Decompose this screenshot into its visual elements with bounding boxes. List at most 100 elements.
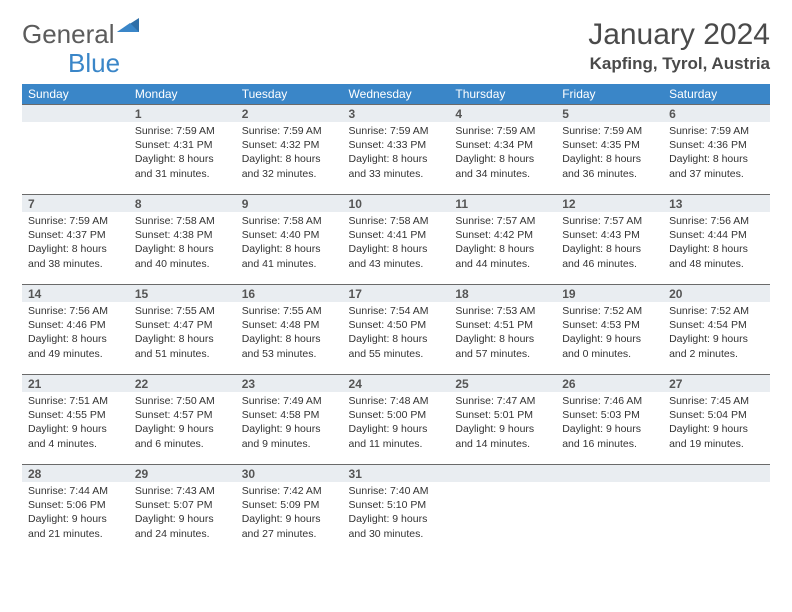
calendar-week-row: 7Sunrise: 7:59 AMSunset: 4:37 PMDaylight… (22, 195, 770, 285)
day-number: 13 (663, 195, 770, 212)
day-number: 17 (343, 285, 450, 302)
day-number: 29 (129, 465, 236, 482)
day-number: 3 (343, 105, 450, 122)
day-details: Sunrise: 7:50 AMSunset: 4:57 PMDaylight:… (129, 392, 236, 455)
day-number: 7 (22, 195, 129, 212)
calendar-day-cell: 13Sunrise: 7:56 AMSunset: 4:44 PMDayligh… (663, 195, 770, 285)
day-number: 31 (343, 465, 450, 482)
calendar-day-cell: 1Sunrise: 7:59 AMSunset: 4:31 PMDaylight… (129, 105, 236, 195)
day-details: Sunrise: 7:58 AMSunset: 4:40 PMDaylight:… (236, 212, 343, 275)
calendar-day-cell: 9Sunrise: 7:58 AMSunset: 4:40 PMDaylight… (236, 195, 343, 285)
day-details: Sunrise: 7:40 AMSunset: 5:10 PMDaylight:… (343, 482, 450, 545)
day-details: Sunrise: 7:59 AMSunset: 4:32 PMDaylight:… (236, 122, 343, 185)
day-number (663, 465, 770, 482)
day-details: Sunrise: 7:57 AMSunset: 4:43 PMDaylight:… (556, 212, 663, 275)
weekday-header-cell: Tuesday (236, 84, 343, 105)
day-details: Sunrise: 7:52 AMSunset: 4:54 PMDaylight:… (663, 302, 770, 365)
day-details (663, 482, 770, 488)
logo-word2: Blue (68, 48, 120, 79)
day-details: Sunrise: 7:43 AMSunset: 5:07 PMDaylight:… (129, 482, 236, 545)
calendar-day-cell: 31Sunrise: 7:40 AMSunset: 5:10 PMDayligh… (343, 465, 450, 555)
calendar-day-cell: 22Sunrise: 7:50 AMSunset: 4:57 PMDayligh… (129, 375, 236, 465)
logo-word1: General (22, 19, 115, 50)
calendar-day-cell: 28Sunrise: 7:44 AMSunset: 5:06 PMDayligh… (22, 465, 129, 555)
day-number: 5 (556, 105, 663, 122)
weekday-header-cell: Sunday (22, 84, 129, 105)
calendar-day-cell: 29Sunrise: 7:43 AMSunset: 5:07 PMDayligh… (129, 465, 236, 555)
calendar-day-cell: 26Sunrise: 7:46 AMSunset: 5:03 PMDayligh… (556, 375, 663, 465)
day-details: Sunrise: 7:56 AMSunset: 4:46 PMDaylight:… (22, 302, 129, 365)
calendar-day-cell: 6Sunrise: 7:59 AMSunset: 4:36 PMDaylight… (663, 105, 770, 195)
day-details: Sunrise: 7:51 AMSunset: 4:55 PMDaylight:… (22, 392, 129, 455)
weekday-header-cell: Saturday (663, 84, 770, 105)
calendar-day-cell: 5Sunrise: 7:59 AMSunset: 4:35 PMDaylight… (556, 105, 663, 195)
day-details: Sunrise: 7:42 AMSunset: 5:09 PMDaylight:… (236, 482, 343, 545)
calendar-empty-cell (22, 105, 129, 195)
day-number: 4 (449, 105, 556, 122)
day-details: Sunrise: 7:44 AMSunset: 5:06 PMDaylight:… (22, 482, 129, 545)
day-number: 28 (22, 465, 129, 482)
calendar-day-cell: 19Sunrise: 7:52 AMSunset: 4:53 PMDayligh… (556, 285, 663, 375)
day-number (556, 465, 663, 482)
calendar-day-cell: 30Sunrise: 7:42 AMSunset: 5:09 PMDayligh… (236, 465, 343, 555)
day-details (556, 482, 663, 488)
calendar-empty-cell (449, 465, 556, 555)
day-number: 19 (556, 285, 663, 302)
day-details: Sunrise: 7:59 AMSunset: 4:36 PMDaylight:… (663, 122, 770, 185)
day-number: 18 (449, 285, 556, 302)
day-number: 16 (236, 285, 343, 302)
day-number: 10 (343, 195, 450, 212)
day-number: 9 (236, 195, 343, 212)
calendar-empty-cell (556, 465, 663, 555)
calendar-table: SundayMondayTuesdayWednesdayThursdayFrid… (22, 84, 770, 555)
day-details: Sunrise: 7:58 AMSunset: 4:41 PMDaylight:… (343, 212, 450, 275)
calendar-day-cell: 20Sunrise: 7:52 AMSunset: 4:54 PMDayligh… (663, 285, 770, 375)
day-details: Sunrise: 7:55 AMSunset: 4:48 PMDaylight:… (236, 302, 343, 365)
calendar-day-cell: 25Sunrise: 7:47 AMSunset: 5:01 PMDayligh… (449, 375, 556, 465)
location: Kapfing, Tyrol, Austria (588, 54, 770, 74)
day-details (449, 482, 556, 488)
weekday-header-cell: Wednesday (343, 84, 450, 105)
calendar-week-row: 14Sunrise: 7:56 AMSunset: 4:46 PMDayligh… (22, 285, 770, 375)
calendar-week-row: 21Sunrise: 7:51 AMSunset: 4:55 PMDayligh… (22, 375, 770, 465)
calendar-day-cell: 2Sunrise: 7:59 AMSunset: 4:32 PMDaylight… (236, 105, 343, 195)
day-number: 15 (129, 285, 236, 302)
day-details: Sunrise: 7:59 AMSunset: 4:33 PMDaylight:… (343, 122, 450, 185)
calendar-empty-cell (663, 465, 770, 555)
calendar-day-cell: 11Sunrise: 7:57 AMSunset: 4:42 PMDayligh… (449, 195, 556, 285)
calendar-day-cell: 10Sunrise: 7:58 AMSunset: 4:41 PMDayligh… (343, 195, 450, 285)
day-number: 24 (343, 375, 450, 392)
day-details: Sunrise: 7:46 AMSunset: 5:03 PMDaylight:… (556, 392, 663, 455)
day-number: 30 (236, 465, 343, 482)
page-title: January 2024 (588, 18, 770, 52)
calendar-day-cell: 27Sunrise: 7:45 AMSunset: 5:04 PMDayligh… (663, 375, 770, 465)
logo: General (22, 18, 139, 51)
day-details: Sunrise: 7:52 AMSunset: 4:53 PMDaylight:… (556, 302, 663, 365)
day-number: 23 (236, 375, 343, 392)
day-details: Sunrise: 7:48 AMSunset: 5:00 PMDaylight:… (343, 392, 450, 455)
calendar-day-cell: 24Sunrise: 7:48 AMSunset: 5:00 PMDayligh… (343, 375, 450, 465)
calendar-week-row: 28Sunrise: 7:44 AMSunset: 5:06 PMDayligh… (22, 465, 770, 555)
day-number: 22 (129, 375, 236, 392)
calendar-day-cell: 18Sunrise: 7:53 AMSunset: 4:51 PMDayligh… (449, 285, 556, 375)
header-row: General January 2024 Kapfing, Tyrol, Aus… (22, 18, 770, 74)
calendar-day-cell: 16Sunrise: 7:55 AMSunset: 4:48 PMDayligh… (236, 285, 343, 375)
day-details: Sunrise: 7:47 AMSunset: 5:01 PMDaylight:… (449, 392, 556, 455)
day-number: 1 (129, 105, 236, 122)
calendar-day-cell: 23Sunrise: 7:49 AMSunset: 4:58 PMDayligh… (236, 375, 343, 465)
day-number: 27 (663, 375, 770, 392)
day-details: Sunrise: 7:55 AMSunset: 4:47 PMDaylight:… (129, 302, 236, 365)
day-details: Sunrise: 7:45 AMSunset: 5:04 PMDaylight:… (663, 392, 770, 455)
day-details: Sunrise: 7:59 AMSunset: 4:35 PMDaylight:… (556, 122, 663, 185)
logo-triangle-icon (117, 18, 139, 37)
day-details: Sunrise: 7:58 AMSunset: 4:38 PMDaylight:… (129, 212, 236, 275)
calendar-day-cell: 7Sunrise: 7:59 AMSunset: 4:37 PMDaylight… (22, 195, 129, 285)
calendar-day-cell: 8Sunrise: 7:58 AMSunset: 4:38 PMDaylight… (129, 195, 236, 285)
weekday-header-cell: Thursday (449, 84, 556, 105)
calendar-day-cell: 4Sunrise: 7:59 AMSunset: 4:34 PMDaylight… (449, 105, 556, 195)
calendar-day-cell: 12Sunrise: 7:57 AMSunset: 4:43 PMDayligh… (556, 195, 663, 285)
calendar-day-cell: 3Sunrise: 7:59 AMSunset: 4:33 PMDaylight… (343, 105, 450, 195)
day-number (22, 105, 129, 122)
day-number: 8 (129, 195, 236, 212)
day-number: 11 (449, 195, 556, 212)
